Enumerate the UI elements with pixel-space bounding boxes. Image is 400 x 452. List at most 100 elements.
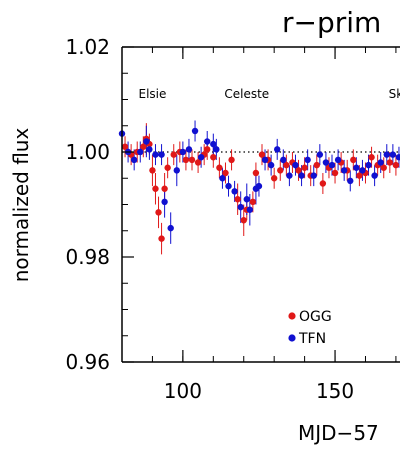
tfn-point (395, 154, 400, 161)
tfn-point (204, 138, 211, 145)
ogg-point (210, 154, 217, 161)
ogg-point (228, 156, 235, 164)
tfn-point (255, 182, 263, 190)
ogg-point (350, 156, 357, 164)
ogg-point (204, 146, 211, 153)
x-tick-label: 150 (316, 379, 354, 403)
tfn-point (243, 196, 250, 203)
y-tick-label: 1.02 (65, 35, 110, 59)
annotation-label: Elsie (138, 87, 166, 101)
tfn-point (389, 151, 397, 158)
tfn-point (310, 172, 317, 179)
ogg-point (164, 164, 171, 171)
ogg-point (161, 185, 168, 192)
legend-label: TFN (298, 331, 326, 347)
tfn-point (179, 148, 187, 156)
ogg-point (182, 156, 190, 164)
tfn-point (161, 198, 168, 206)
ogg-point (319, 180, 327, 187)
tfn-point (365, 161, 372, 169)
annotation-label: Celeste (224, 87, 269, 101)
tfn-point (316, 151, 324, 158)
tfn-point (219, 175, 226, 182)
ogg-point (283, 161, 290, 169)
tfn-point (185, 146, 193, 153)
tfn-point (328, 161, 336, 169)
tfn-point (146, 146, 153, 153)
ogg-point (356, 172, 363, 179)
ogg-point (234, 196, 241, 203)
tfn-point (267, 161, 275, 169)
ogg-point (155, 209, 162, 216)
annotation-label: Sk (389, 87, 400, 101)
tfn-point (274, 146, 281, 153)
plot-area: 0.96 0.98 1.00 1.02 100 150 Elsie Celeste Sk OGG T… (65, 35, 400, 403)
tfn-point (237, 203, 244, 211)
tfn-point (383, 151, 390, 158)
ogg-point (277, 167, 284, 174)
ogg-point (252, 169, 260, 177)
tfn-point (173, 167, 180, 174)
ogg-point (194, 159, 202, 166)
tfn-point (246, 206, 254, 213)
tfn-legend-marker (288, 334, 296, 342)
ogg-point (216, 164, 223, 171)
tfn-point (298, 172, 305, 179)
ogg-point (301, 164, 308, 171)
ogg-point (149, 167, 156, 174)
ogg-point (392, 161, 400, 169)
legend-label: OGG (299, 309, 332, 325)
tfn-point (322, 159, 330, 166)
tfn-point (225, 182, 232, 190)
tfn-point (210, 140, 217, 148)
y-tick-label: 0.96 (65, 350, 110, 374)
ogg-legend-marker (288, 312, 296, 320)
ogg-point (152, 185, 159, 192)
tfn-point (213, 146, 220, 153)
tfn-point (359, 167, 366, 174)
ogg-point (158, 235, 165, 242)
ogg-point (140, 143, 147, 150)
tfn-point (280, 156, 287, 164)
tfn-point (371, 172, 378, 179)
chart-title: r−prim (282, 6, 381, 39)
y-tick-label: 0.98 (65, 245, 110, 269)
ogg-point (386, 159, 394, 166)
x-axis-title: MJD−57 (298, 421, 379, 445)
ogg-point (121, 143, 129, 150)
tfn-point (197, 154, 205, 161)
tfn-point (130, 156, 138, 164)
tfn-point (261, 156, 269, 164)
tfn-point (143, 138, 150, 145)
ogg-point (188, 156, 196, 164)
ogg-point (331, 169, 339, 177)
tfn-point (334, 156, 342, 164)
tfn-point (167, 224, 174, 232)
tfn-point (304, 156, 311, 164)
ogg-point (258, 151, 266, 158)
tfn-point (353, 164, 360, 171)
tfn-point (231, 188, 238, 195)
ogg-point (249, 198, 257, 206)
ogg-point (170, 151, 177, 158)
y-tick-label: 1.00 (65, 140, 110, 164)
tfn-point (340, 167, 348, 174)
ogg-point (222, 169, 229, 177)
ogg-point (380, 164, 387, 171)
ogg-point (240, 217, 247, 224)
ogg-point (313, 161, 320, 169)
x-tick-label: 100 (164, 379, 202, 403)
y-axis-title: normalized flux (9, 128, 33, 283)
tfn-point (152, 151, 159, 158)
tfn-point (158, 151, 165, 158)
tfn-point (137, 148, 144, 156)
tfn-point (292, 161, 299, 169)
tfn-point (286, 172, 293, 179)
ogg-point (368, 154, 375, 161)
ogg-point (295, 167, 302, 174)
ogg-point (270, 175, 278, 182)
tfn-point (377, 159, 384, 166)
tfn-point (347, 177, 354, 185)
tfn-point (191, 127, 199, 135)
